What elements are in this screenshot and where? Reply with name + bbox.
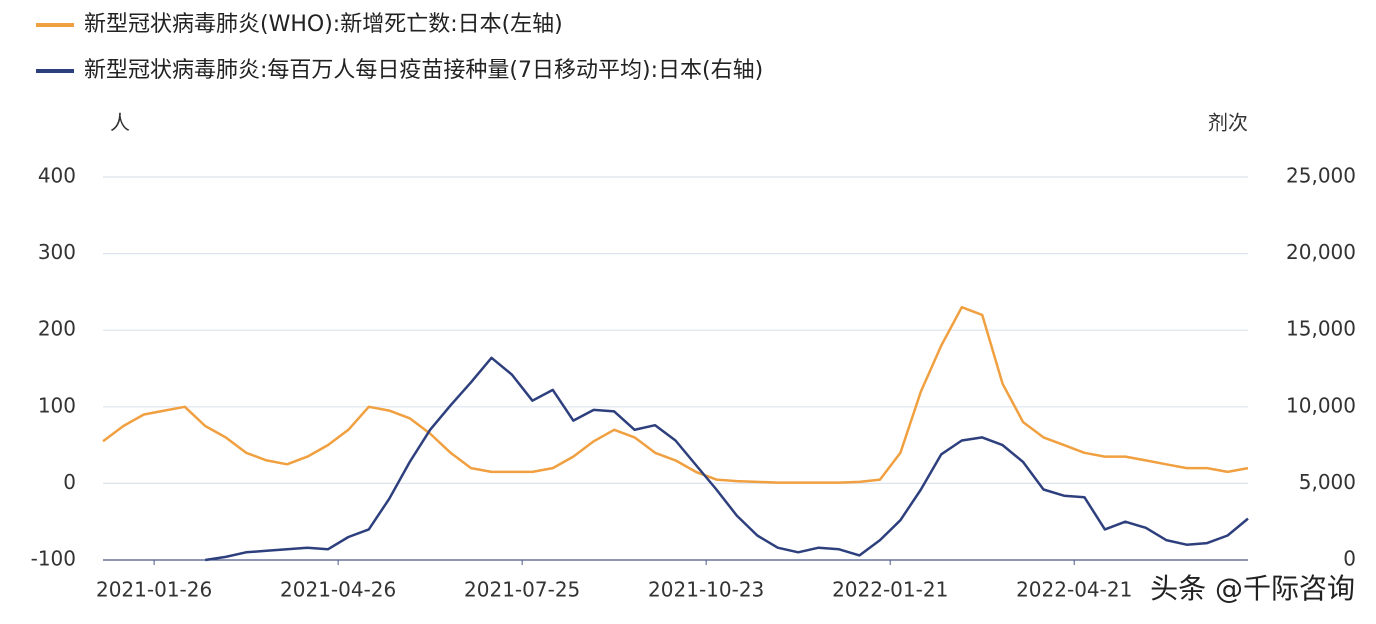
- legend-label: 新型冠状病毒肺炎(WHO):新增死亡数:日本(左轴): [84, 12, 563, 37]
- x-tick-label: 2022-01-21: [832, 578, 948, 602]
- y2-axis-label: 剂次: [1208, 111, 1248, 135]
- y2-tick-label: 20,000: [1286, 240, 1356, 264]
- x-tick-label: 2021-01-26: [96, 578, 212, 602]
- y-tick-label: 300: [38, 240, 76, 264]
- x-tick-label: 2021-04-26: [280, 578, 396, 602]
- y-tick-label: 200: [38, 317, 76, 341]
- watermark: 头条 @千际咨询: [1150, 572, 1355, 605]
- y-tick-label: 400: [38, 164, 76, 188]
- y2-tick-label: 0: [1343, 547, 1356, 571]
- y2-tick-label: 5,000: [1299, 470, 1356, 494]
- y-tick-label: -100: [31, 547, 76, 571]
- y-axis-label: 人: [110, 111, 130, 135]
- x-tick-label: 2021-10-23: [648, 578, 764, 602]
- x-tick-label: 2022-04-21: [1016, 578, 1132, 602]
- series-line: [205, 356, 1249, 562]
- x-tick-label: 2021-07-25: [464, 578, 580, 602]
- y2-tick-label: 15,000: [1286, 317, 1356, 341]
- legend-label: 新型冠状病毒肺炎:每百万人每日疫苗接种量(7日移动平均):日本(右轴): [84, 58, 763, 83]
- y-tick-label: 100: [38, 393, 76, 417]
- y2-tick-label: 10,000: [1286, 393, 1356, 417]
- y-tick-label: 0: [63, 470, 76, 494]
- y2-tick-label: 25,000: [1286, 164, 1356, 188]
- series-line: [102, 305, 1249, 484]
